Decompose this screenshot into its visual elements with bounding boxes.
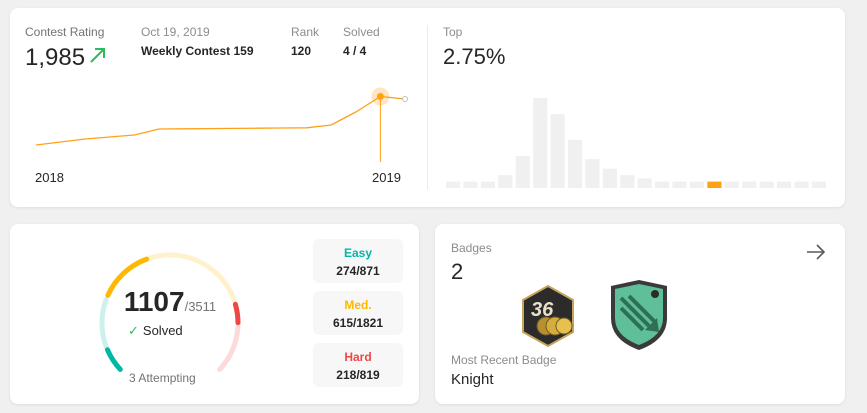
contest-date: Oct 19, 2019 [141, 25, 210, 39]
histogram-bar[interactable] [515, 155, 530, 188]
solved-status: ✓ Solved [128, 323, 183, 339]
highlight-point[interactable] [376, 93, 384, 100]
arrow-right-icon[interactable] [804, 240, 828, 264]
histogram-bar[interactable] [480, 181, 495, 188]
badges-label: Badges [451, 241, 492, 255]
histogram-bar[interactable] [759, 181, 774, 188]
histogram-bar[interactable] [637, 178, 652, 188]
contest-rating-value: 1,985 [25, 44, 86, 71]
svg-text:36: 36 [531, 299, 554, 321]
medium-label: Med. [344, 298, 372, 312]
contest-365-days-badge-icon[interactable]: 36 [520, 284, 576, 348]
histogram-bar[interactable] [742, 181, 757, 188]
solved-number: 1107 [123, 286, 185, 317]
solved-count: 1107/3511 [115, 286, 225, 318]
histogram-bar[interactable] [585, 159, 600, 188]
histogram-bar[interactable] [498, 175, 513, 188]
x-axis-end-label: 2019 [372, 170, 401, 185]
last-point[interactable] [402, 96, 408, 102]
attempting-count: 3 Attempting [129, 371, 196, 385]
contest-solved-label: Solved [343, 25, 380, 39]
check-icon: ✓ [128, 323, 139, 338]
solved-status-label: Solved [142, 323, 183, 338]
rating-distribution-histogram[interactable] [446, 93, 826, 188]
rating-line-series [35, 95, 406, 146]
most-recent-badge-label: Most Recent Badge [451, 353, 557, 367]
easy-value: 274/871 [336, 264, 380, 278]
histogram-bar[interactable] [672, 181, 687, 188]
most-recent-badge-name: Knight [451, 371, 494, 388]
histogram-bar-highlighted[interactable] [707, 181, 722, 188]
contest-name: Weekly Contest 159 [141, 44, 254, 58]
badges-count: 2 [451, 259, 464, 284]
rating-line-chart[interactable] [30, 80, 410, 170]
total-problems: /3511 [184, 299, 217, 314]
knight-badge-icon[interactable] [605, 278, 673, 352]
histogram-bar[interactable] [567, 139, 583, 188]
histogram-bar[interactable] [620, 175, 635, 188]
solved-progress-ring[interactable] [90, 247, 250, 397]
histogram-bar[interactable] [776, 181, 792, 188]
medium-ring-progress [105, 256, 150, 298]
histogram-bar[interactable] [794, 181, 809, 188]
histogram-bar[interactable] [446, 181, 461, 188]
contest-rating-label: Contest Rating [25, 25, 105, 39]
hard-ring-progress [232, 301, 241, 326]
histogram-bar[interactable] [655, 181, 670, 188]
hard-value: 218/819 [336, 368, 380, 382]
easy-difficulty-box[interactable]: Easy 274/871 [313, 239, 403, 283]
top-percent-value: 2.75% [443, 44, 506, 69]
histogram-bar[interactable] [689, 181, 705, 188]
hard-label: Hard [344, 350, 372, 364]
rank-value: 120 [291, 44, 312, 58]
easy-label: Easy [343, 246, 373, 260]
contest-rating-card: Contest Rating 1,985 Oct 19, 2019 Weekly… [10, 8, 845, 207]
card-divider [427, 25, 428, 190]
contest-solved-value: 4 / 4 [343, 44, 367, 58]
hard-difficulty-box[interactable]: Hard 218/819 [313, 343, 403, 387]
histogram-bar[interactable] [811, 181, 826, 188]
medium-difficulty-box[interactable]: Med. 615/1821 [313, 291, 403, 335]
top-percent-label: Top [443, 25, 463, 39]
trend-up-arrow-icon [90, 48, 105, 63]
histogram-bar[interactable] [533, 98, 548, 188]
histogram-bar[interactable] [463, 181, 478, 188]
histogram-bar[interactable] [602, 168, 617, 188]
histogram-bar[interactable] [724, 181, 739, 188]
easy-ring-progress [104, 347, 123, 372]
problems-solved-card: 1107/3511 ✓ Solved 3 Attempting Easy 274/… [10, 224, 419, 404]
medium-value: 615/1821 [332, 316, 384, 330]
rank-label: Rank [291, 25, 320, 39]
histogram-bar[interactable] [550, 114, 565, 188]
x-axis-start-label: 2018 [35, 170, 64, 185]
badges-card: Badges 2 36 Most Recent Badge Knight [435, 224, 845, 404]
